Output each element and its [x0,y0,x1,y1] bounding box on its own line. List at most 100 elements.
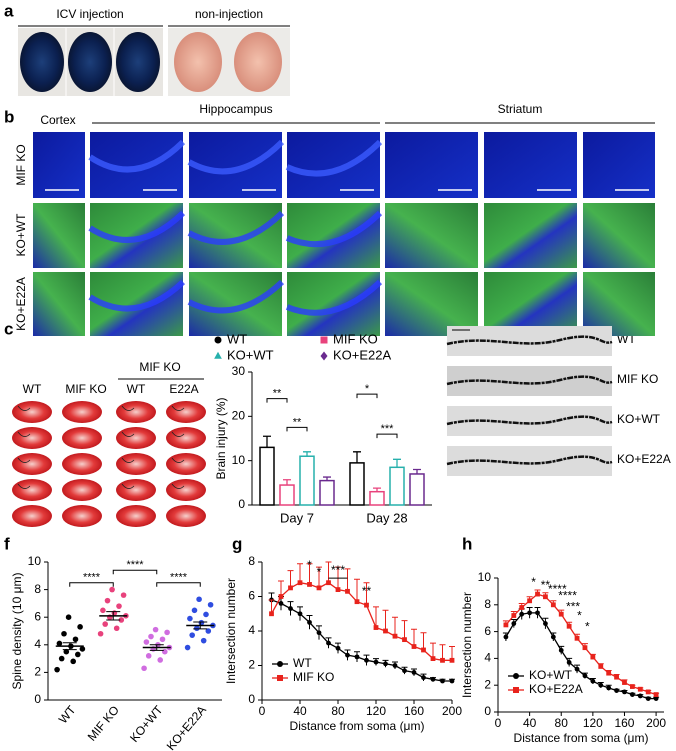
brain-slice [116,479,156,501]
data-point [307,619,312,625]
error-bar [283,479,291,486]
data-point [440,678,445,684]
legend-label: WT [227,331,247,346]
significance-label: ** [293,416,302,428]
data-point [449,657,455,663]
cell-layer [187,279,285,314]
brain-slice [116,401,156,423]
y-axis-title: Intersection number [224,578,238,684]
error-bar [344,568,351,592]
micrograph [287,132,380,198]
significance-bracket [376,433,398,439]
micrograph [484,203,577,268]
data-point [145,653,152,659]
micrograph [583,132,655,198]
data-point [61,630,67,637]
data-point [598,682,604,688]
y-tick-label: 6 [34,609,41,623]
significance-label: * [531,575,536,589]
data-point [637,693,643,699]
data-point [191,607,198,614]
column-label: E22A [169,382,198,396]
infarct-outline [17,457,31,463]
panel-label: f [4,534,10,553]
error-bar [149,644,164,651]
dendrite [446,375,613,386]
data-point [75,651,81,658]
data-point [364,602,369,608]
micrograph [583,203,655,268]
error-bar [263,435,271,448]
error-bar [393,458,401,468]
x-tick-label: Day 7 [280,510,314,525]
data-point [187,615,193,622]
data-point [430,676,436,682]
significance-bracket [286,426,308,432]
x-tick-label: KO+E22A [164,703,209,751]
error-bar [373,487,381,492]
y-tick-label: 0 [34,692,41,706]
data-point [316,630,322,636]
infarct-outline [171,405,185,411]
error-bar [439,644,446,661]
data-point [164,629,170,636]
data-point [79,646,86,652]
dendrite [446,335,613,346]
data-point [200,637,207,644]
data-point [550,602,556,608]
bar [299,455,315,506]
significance-bracket [356,393,378,399]
data-point [116,603,122,609]
data-point [402,637,407,643]
x-tick-label: 200 [442,704,462,718]
data-point [653,696,659,701]
data-point [582,645,588,651]
micrograph [33,203,85,268]
group-label: ICV injection [56,7,123,21]
error-bar [430,642,436,659]
data-point [511,621,517,626]
data-point [535,591,540,597]
data-point [102,621,108,627]
significance-label: * [317,565,322,579]
cell-layer [88,279,186,312]
y-tick-label: 8 [248,554,255,568]
data-point [653,692,659,697]
y-tick-label: 30 [232,364,246,378]
x-axis-title: Distance from soma (μm) [514,731,649,745]
data-point [421,647,426,653]
panel-label: b [4,107,14,126]
significance-label: * [307,558,312,572]
dendrite [446,455,613,466]
brain-slice [62,479,102,501]
data-point [558,647,564,653]
data-point [449,678,455,684]
error-bar [392,616,398,637]
brain-photo [174,32,222,92]
significance-label: ** [541,578,551,592]
data-point [72,636,79,643]
group-label: non-injection [195,7,263,21]
error-bar [373,606,379,628]
brain-slice [12,453,52,475]
brain-slice [62,401,102,423]
data-point [392,663,398,668]
x-tick-label: 120 [583,716,603,730]
row-label: KO+WT [617,412,661,426]
data-point [278,601,284,606]
column-label: MIF KO [65,382,106,396]
infarct-outline [121,483,135,489]
data-point [550,634,556,640]
error-bar [106,611,121,621]
data-point [307,582,312,587]
data-point [189,632,195,638]
brain-slice [166,453,206,475]
data-point [196,596,202,603]
data-point [288,585,293,591]
data-point [574,635,580,641]
legend-marker [320,351,328,361]
infarct-outline [171,457,185,463]
y-tick-label: 4 [34,637,41,651]
error-bar [420,632,427,650]
